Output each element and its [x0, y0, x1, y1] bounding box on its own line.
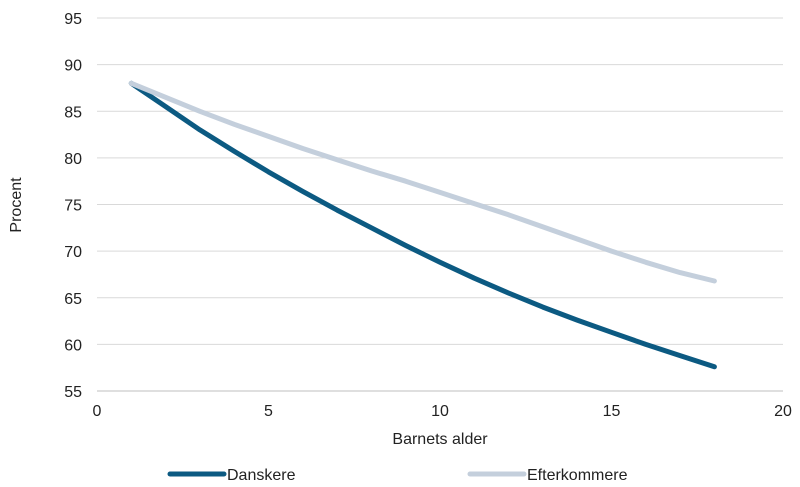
y-tick-label: 55	[64, 384, 82, 401]
x-tick-label: 15	[603, 403, 621, 420]
series-line-efterkommere	[128, 80, 717, 284]
x-tick-label: 20	[774, 403, 792, 420]
legend-label-efterkommere: Efterkommere	[527, 467, 628, 484]
x-tick-label: 0	[93, 403, 102, 420]
y-axis-ticks: 55 60 65 70 75 80 85 90 95	[64, 11, 82, 401]
y-tick-label: 70	[64, 244, 82, 261]
legend-label-danskere: Danskere	[227, 467, 296, 484]
x-axis-title: Barnets alder	[392, 431, 488, 448]
x-tick-label: 5	[264, 403, 273, 420]
x-tick-label: 10	[431, 403, 449, 420]
y-tick-label: 60	[64, 337, 82, 354]
y-tick-label: 65	[64, 291, 82, 308]
y-tick-label: 75	[64, 198, 82, 215]
y-tick-label: 90	[64, 58, 82, 75]
series-lines	[128, 80, 717, 370]
y-axis-title: Procent	[8, 177, 25, 233]
legend: Danskere Efterkommere	[167, 467, 628, 484]
x-axis-ticks: 0 5 10 15 20	[93, 403, 792, 420]
gridlines	[97, 17, 783, 345]
y-tick-label: 85	[64, 104, 82, 121]
y-tick-label: 95	[64, 11, 82, 28]
series-line-danskere	[128, 80, 717, 370]
y-tick-label: 80	[64, 151, 82, 168]
